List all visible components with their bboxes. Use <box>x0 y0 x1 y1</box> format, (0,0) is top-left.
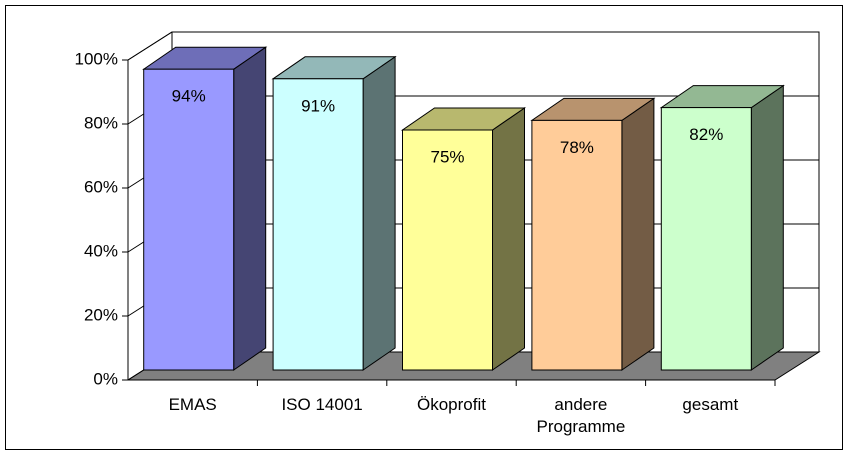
x-tick-label: andere Programme <box>536 395 626 436</box>
value-label: 82% <box>689 125 723 144</box>
bar <box>143 68 235 371</box>
bar-side <box>362 55 396 371</box>
x-tick-label: ISO 14001 <box>281 395 363 414</box>
bar-side <box>233 46 267 371</box>
grid-line <box>127 31 819 61</box>
x-tick-label: EMAS <box>168 395 217 414</box>
bar-side <box>492 107 525 371</box>
bar-side <box>750 84 784 371</box>
y-tick-label: 0% <box>93 369 118 388</box>
x-tick-label: Ökoprofit <box>417 395 486 414</box>
bar <box>272 78 364 371</box>
value-label: 91% <box>301 96 335 115</box>
y-tick-label: 100% <box>75 49 118 68</box>
bar <box>660 107 752 371</box>
value-label: 78% <box>560 138 594 157</box>
bar-side <box>621 97 655 371</box>
y-tick-label: 60% <box>84 177 118 196</box>
value-label: 75% <box>430 147 464 166</box>
y-tick-label: 40% <box>84 241 118 260</box>
bar <box>531 119 623 371</box>
y-tick-label: 20% <box>84 305 118 324</box>
y-tick-label: 80% <box>84 113 118 132</box>
bar <box>402 129 493 371</box>
value-label: 94% <box>172 87 206 106</box>
x-tick-label: gesamt <box>682 395 739 414</box>
